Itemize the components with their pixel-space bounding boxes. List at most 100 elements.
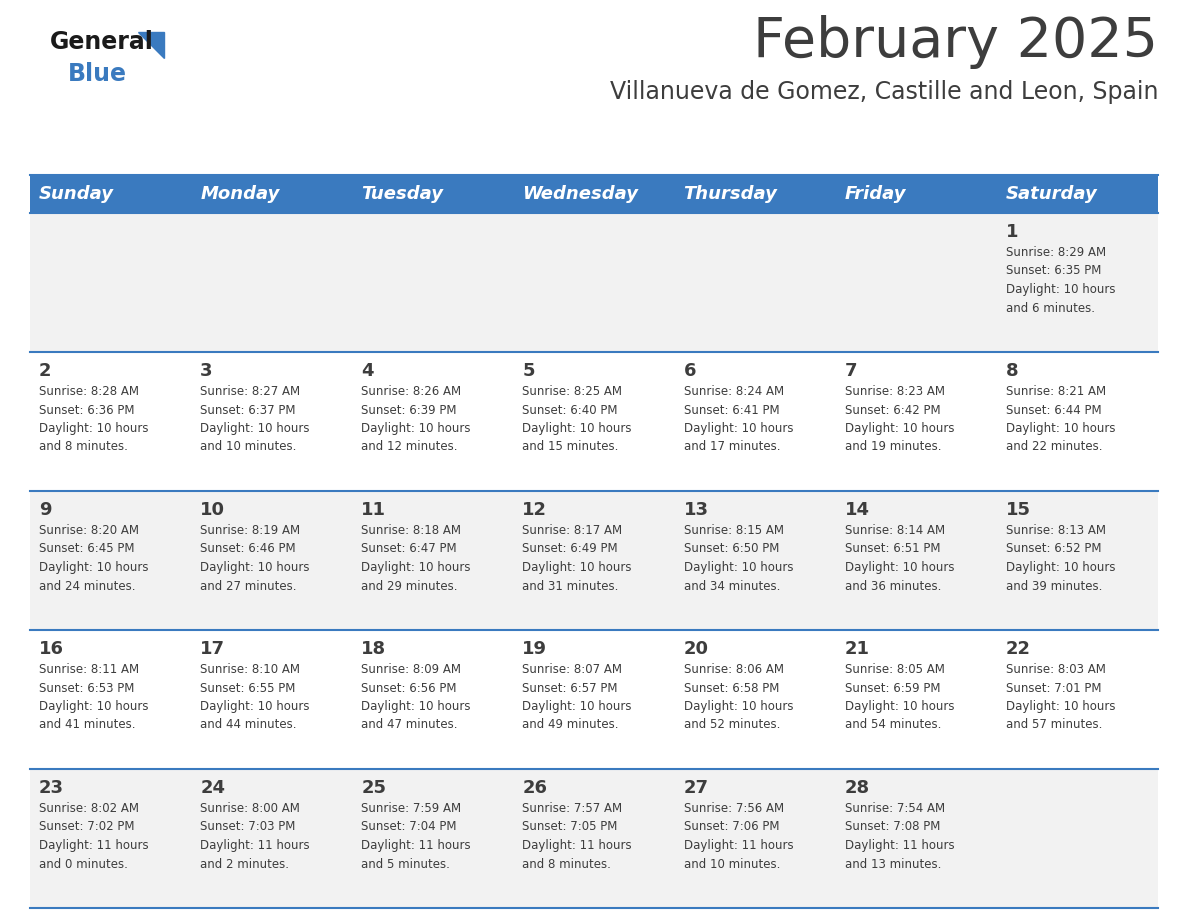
Text: 19: 19 [523,640,548,658]
Bar [675,491,835,630]
Text: Sunrise: 7:57 AM
Sunset: 7:05 PM
Daylight: 11 hours
and 8 minutes.: Sunrise: 7:57 AM Sunset: 7:05 PM Dayligh… [523,802,632,870]
Text: General: General [50,30,154,54]
Text: Friday: Friday [845,185,906,203]
Text: Sunrise: 8:02 AM
Sunset: 7:02 PM
Daylight: 11 hours
and 0 minutes.: Sunrise: 8:02 AM Sunset: 7:02 PM Dayligh… [39,802,148,870]
Text: 15: 15 [1006,501,1031,519]
Bar [675,352,835,491]
Bar [835,630,997,769]
Bar [191,213,353,352]
Bar [835,491,997,630]
Text: 16: 16 [39,640,64,658]
Text: Sunrise: 7:56 AM
Sunset: 7:06 PM
Daylight: 11 hours
and 10 minutes.: Sunrise: 7:56 AM Sunset: 7:06 PM Dayligh… [683,802,794,870]
Text: Villanueva de Gomez, Castille and Leon, Spain: Villanueva de Gomez, Castille and Leon, … [609,80,1158,104]
Text: Sunrise: 8:09 AM
Sunset: 6:56 PM
Daylight: 10 hours
and 47 minutes.: Sunrise: 8:09 AM Sunset: 6:56 PM Dayligh… [361,663,470,732]
Bar [513,630,675,769]
Text: Tuesday: Tuesday [361,185,443,203]
Text: Sunrise: 8:05 AM
Sunset: 6:59 PM
Daylight: 10 hours
and 54 minutes.: Sunrise: 8:05 AM Sunset: 6:59 PM Dayligh… [845,663,954,732]
Bar [191,630,353,769]
Text: Sunrise: 8:10 AM
Sunset: 6:55 PM
Daylight: 10 hours
and 44 minutes.: Sunrise: 8:10 AM Sunset: 6:55 PM Dayligh… [200,663,310,732]
Text: 8: 8 [1006,362,1018,380]
Bar [997,352,1158,491]
Text: 4: 4 [361,362,374,380]
Text: Sunrise: 8:14 AM
Sunset: 6:51 PM
Daylight: 10 hours
and 36 minutes.: Sunrise: 8:14 AM Sunset: 6:51 PM Dayligh… [845,524,954,592]
Text: Sunrise: 8:24 AM
Sunset: 6:41 PM
Daylight: 10 hours
and 17 minutes.: Sunrise: 8:24 AM Sunset: 6:41 PM Dayligh… [683,385,794,453]
Text: February 2025: February 2025 [753,15,1158,69]
Text: Saturday: Saturday [1006,185,1098,203]
Text: 10: 10 [200,501,226,519]
Bar [353,630,513,769]
Text: 1: 1 [1006,223,1018,241]
Bar [513,491,675,630]
Text: 2: 2 [39,362,51,380]
Text: Sunrise: 8:03 AM
Sunset: 7:01 PM
Daylight: 10 hours
and 57 minutes.: Sunrise: 8:03 AM Sunset: 7:01 PM Dayligh… [1006,663,1116,732]
Text: 17: 17 [200,640,226,658]
Text: Sunrise: 7:59 AM
Sunset: 7:04 PM
Daylight: 11 hours
and 5 minutes.: Sunrise: 7:59 AM Sunset: 7:04 PM Dayligh… [361,802,470,870]
Bar [997,630,1158,769]
Text: Sunrise: 8:20 AM
Sunset: 6:45 PM
Daylight: 10 hours
and 24 minutes.: Sunrise: 8:20 AM Sunset: 6:45 PM Dayligh… [39,524,148,592]
Text: Sunrise: 8:13 AM
Sunset: 6:52 PM
Daylight: 10 hours
and 39 minutes.: Sunrise: 8:13 AM Sunset: 6:52 PM Dayligh… [1006,524,1116,592]
Text: 9: 9 [39,501,51,519]
Bar [513,352,675,491]
Text: Thursday: Thursday [683,185,777,203]
Bar [675,630,835,769]
Text: Sunrise: 8:27 AM
Sunset: 6:37 PM
Daylight: 10 hours
and 10 minutes.: Sunrise: 8:27 AM Sunset: 6:37 PM Dayligh… [200,385,310,453]
Text: Sunrise: 8:00 AM
Sunset: 7:03 PM
Daylight: 11 hours
and 2 minutes.: Sunrise: 8:00 AM Sunset: 7:03 PM Dayligh… [200,802,310,870]
Text: Sunrise: 8:11 AM
Sunset: 6:53 PM
Daylight: 10 hours
and 41 minutes.: Sunrise: 8:11 AM Sunset: 6:53 PM Dayligh… [39,663,148,732]
Text: Sunrise: 8:15 AM
Sunset: 6:50 PM
Daylight: 10 hours
and 34 minutes.: Sunrise: 8:15 AM Sunset: 6:50 PM Dayligh… [683,524,794,592]
Text: Sunrise: 8:26 AM
Sunset: 6:39 PM
Daylight: 10 hours
and 12 minutes.: Sunrise: 8:26 AM Sunset: 6:39 PM Dayligh… [361,385,470,453]
Text: Sunrise: 8:07 AM
Sunset: 6:57 PM
Daylight: 10 hours
and 49 minutes.: Sunrise: 8:07 AM Sunset: 6:57 PM Dayligh… [523,663,632,732]
Bar [675,769,835,908]
Text: Blue: Blue [68,62,127,86]
Text: 25: 25 [361,779,386,797]
Text: 13: 13 [683,501,708,519]
Text: 21: 21 [845,640,870,658]
Bar [30,175,191,213]
Text: 14: 14 [845,501,870,519]
Bar [30,630,191,769]
Bar [353,352,513,491]
Text: Sunrise: 8:18 AM
Sunset: 6:47 PM
Daylight: 10 hours
and 29 minutes.: Sunrise: 8:18 AM Sunset: 6:47 PM Dayligh… [361,524,470,592]
Bar [513,213,675,352]
Bar [353,175,513,213]
Bar [835,213,997,352]
Text: Sunrise: 8:21 AM
Sunset: 6:44 PM
Daylight: 10 hours
and 22 minutes.: Sunrise: 8:21 AM Sunset: 6:44 PM Dayligh… [1006,385,1116,453]
Text: Sunrise: 8:29 AM
Sunset: 6:35 PM
Daylight: 10 hours
and 6 minutes.: Sunrise: 8:29 AM Sunset: 6:35 PM Dayligh… [1006,246,1116,315]
Text: 18: 18 [361,640,386,658]
Text: 22: 22 [1006,640,1031,658]
Bar [191,491,353,630]
Text: 28: 28 [845,779,870,797]
Bar [675,213,835,352]
Text: 7: 7 [845,362,858,380]
Text: Wednesday: Wednesday [523,185,638,203]
Text: 3: 3 [200,362,213,380]
Text: Sunday: Sunday [39,185,114,203]
Text: 11: 11 [361,501,386,519]
Text: Sunrise: 8:25 AM
Sunset: 6:40 PM
Daylight: 10 hours
and 15 minutes.: Sunrise: 8:25 AM Sunset: 6:40 PM Dayligh… [523,385,632,453]
Polygon shape [138,32,164,58]
Bar [835,175,997,213]
Text: 24: 24 [200,779,226,797]
Bar [835,352,997,491]
Bar [513,175,675,213]
Bar [997,491,1158,630]
Text: Sunrise: 8:19 AM
Sunset: 6:46 PM
Daylight: 10 hours
and 27 minutes.: Sunrise: 8:19 AM Sunset: 6:46 PM Dayligh… [200,524,310,592]
Bar [353,213,513,352]
Bar [353,491,513,630]
Text: Sunrise: 8:17 AM
Sunset: 6:49 PM
Daylight: 10 hours
and 31 minutes.: Sunrise: 8:17 AM Sunset: 6:49 PM Dayligh… [523,524,632,592]
Bar [191,175,353,213]
Bar [353,769,513,908]
Bar [30,769,191,908]
Bar [191,352,353,491]
Text: 6: 6 [683,362,696,380]
Text: 12: 12 [523,501,548,519]
Bar [30,491,191,630]
Bar [513,769,675,908]
Text: Monday: Monday [200,185,279,203]
Text: Sunrise: 8:28 AM
Sunset: 6:36 PM
Daylight: 10 hours
and 8 minutes.: Sunrise: 8:28 AM Sunset: 6:36 PM Dayligh… [39,385,148,453]
Text: Sunrise: 8:06 AM
Sunset: 6:58 PM
Daylight: 10 hours
and 52 minutes.: Sunrise: 8:06 AM Sunset: 6:58 PM Dayligh… [683,663,794,732]
Bar [997,213,1158,352]
Text: 27: 27 [683,779,708,797]
Bar [997,175,1158,213]
Bar [30,213,191,352]
Text: 5: 5 [523,362,535,380]
